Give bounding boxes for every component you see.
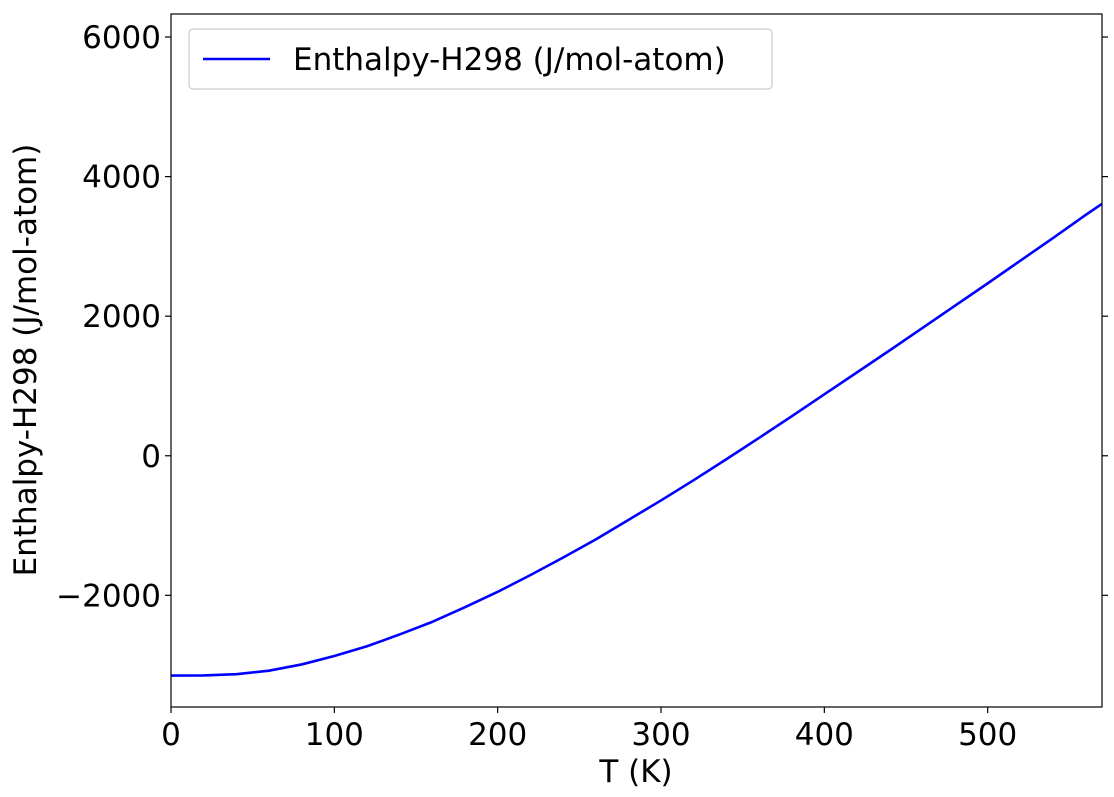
legend-entry-label: Enthalpy-H298 (J/mol-atom) [293,42,726,78]
axes-layer: 0 100 200 300 400 500 −2000 0 2000 4000 6000 [56,13,1108,753]
x-tick-label: 300 [631,717,690,753]
x-tick-label: 200 [468,717,527,753]
y-axis-label: Enthalpy-H298 (J/mol-atom) [8,144,44,577]
legend: Enthalpy-H298 (J/mol-atom) [188,28,773,90]
x-tick-label: 0 [161,717,181,753]
x-axis-label: T (K) [598,754,672,790]
series-line-0 [170,202,1103,677]
x-tick-label: 100 [305,717,364,753]
y-tick-label: 0 [141,439,161,475]
data-layer [170,202,1103,677]
y-tick-label: 4000 [82,160,161,196]
plot-frame [170,13,1103,708]
y-tick-label: 2000 [82,299,161,335]
y-tick-label: 6000 [82,20,161,56]
legend-frame [188,28,773,90]
y-tick-label: −2000 [56,578,161,614]
x-tick-label: 500 [958,717,1017,753]
x-tick-label: 400 [795,717,854,753]
